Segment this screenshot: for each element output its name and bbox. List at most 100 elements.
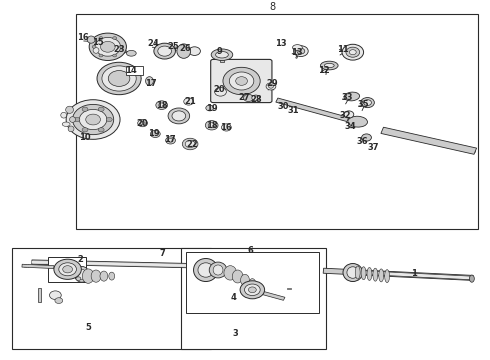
- Circle shape: [221, 124, 231, 131]
- Text: 16: 16: [77, 33, 89, 42]
- Circle shape: [150, 130, 160, 138]
- Circle shape: [54, 259, 81, 279]
- Ellipse shape: [469, 275, 474, 282]
- Bar: [48, 257, 86, 282]
- Circle shape: [189, 47, 200, 55]
- Circle shape: [113, 37, 117, 40]
- Ellipse shape: [126, 50, 136, 56]
- Ellipse shape: [361, 267, 366, 280]
- Circle shape: [182, 138, 198, 150]
- Circle shape: [361, 98, 374, 108]
- Circle shape: [215, 87, 226, 96]
- Text: 11: 11: [337, 45, 349, 54]
- Circle shape: [364, 100, 371, 105]
- Circle shape: [240, 281, 265, 299]
- Text: 28: 28: [250, 94, 262, 104]
- FancyBboxPatch shape: [211, 59, 272, 103]
- Circle shape: [229, 72, 254, 90]
- Circle shape: [168, 108, 190, 124]
- Circle shape: [106, 117, 112, 122]
- Bar: [220, 55, 224, 62]
- Circle shape: [102, 66, 136, 91]
- Circle shape: [206, 105, 214, 111]
- Ellipse shape: [209, 262, 227, 278]
- Polygon shape: [32, 260, 304, 270]
- Text: 16: 16: [220, 123, 232, 132]
- Text: 29: 29: [266, 79, 278, 88]
- Ellipse shape: [343, 264, 363, 282]
- Text: 9: 9: [216, 46, 222, 55]
- Text: 5: 5: [85, 323, 91, 332]
- Text: 3: 3: [232, 328, 238, 338]
- Text: 37: 37: [368, 143, 379, 152]
- Circle shape: [244, 94, 253, 102]
- Polygon shape: [32, 261, 304, 269]
- Ellipse shape: [293, 45, 302, 50]
- Circle shape: [92, 45, 96, 48]
- Text: 20: 20: [214, 85, 225, 94]
- Ellipse shape: [216, 51, 228, 58]
- Circle shape: [95, 37, 121, 56]
- Bar: [287, 288, 291, 289]
- Circle shape: [245, 284, 260, 296]
- Circle shape: [99, 37, 103, 40]
- Circle shape: [349, 50, 356, 55]
- Circle shape: [205, 121, 218, 130]
- Circle shape: [168, 139, 173, 142]
- Circle shape: [86, 114, 100, 125]
- Circle shape: [346, 47, 360, 57]
- Circle shape: [208, 123, 215, 128]
- Circle shape: [108, 71, 130, 86]
- Text: 32: 32: [340, 111, 351, 120]
- Circle shape: [269, 85, 273, 88]
- Text: 18: 18: [156, 100, 168, 109]
- Text: 19: 19: [148, 129, 160, 138]
- Circle shape: [185, 140, 195, 148]
- Bar: [181, 248, 326, 349]
- Text: 14: 14: [125, 66, 137, 75]
- Ellipse shape: [177, 44, 191, 58]
- Bar: [12, 248, 211, 349]
- Polygon shape: [262, 292, 285, 300]
- Circle shape: [98, 128, 104, 132]
- Text: 13: 13: [275, 40, 287, 49]
- Ellipse shape: [241, 274, 249, 286]
- Ellipse shape: [100, 271, 108, 281]
- Circle shape: [76, 277, 81, 280]
- Polygon shape: [381, 127, 477, 154]
- Circle shape: [159, 103, 165, 107]
- Text: 17: 17: [145, 79, 157, 88]
- Text: 34: 34: [344, 122, 356, 131]
- Circle shape: [120, 45, 123, 48]
- Text: 25: 25: [167, 42, 179, 51]
- Ellipse shape: [87, 36, 95, 43]
- Circle shape: [236, 77, 247, 85]
- Circle shape: [89, 33, 126, 60]
- Circle shape: [97, 62, 141, 95]
- Text: 33: 33: [341, 94, 353, 102]
- Text: 17: 17: [164, 135, 176, 144]
- Ellipse shape: [224, 266, 237, 280]
- Text: 21: 21: [184, 97, 196, 106]
- Circle shape: [49, 291, 61, 300]
- Ellipse shape: [146, 77, 153, 85]
- Circle shape: [297, 48, 305, 54]
- Text: 10: 10: [79, 133, 91, 142]
- Circle shape: [166, 137, 175, 144]
- Text: 31: 31: [287, 107, 299, 115]
- Circle shape: [172, 111, 186, 121]
- Circle shape: [248, 287, 256, 293]
- Circle shape: [113, 54, 117, 57]
- Circle shape: [55, 298, 63, 303]
- Text: 23: 23: [113, 45, 125, 54]
- Circle shape: [72, 271, 78, 276]
- Circle shape: [82, 107, 88, 111]
- Ellipse shape: [344, 92, 360, 101]
- Text: 7: 7: [160, 249, 166, 258]
- Circle shape: [266, 83, 276, 90]
- Text: 19: 19: [206, 104, 218, 113]
- Circle shape: [59, 263, 76, 276]
- Circle shape: [99, 54, 103, 57]
- Ellipse shape: [70, 117, 75, 122]
- Ellipse shape: [93, 48, 99, 53]
